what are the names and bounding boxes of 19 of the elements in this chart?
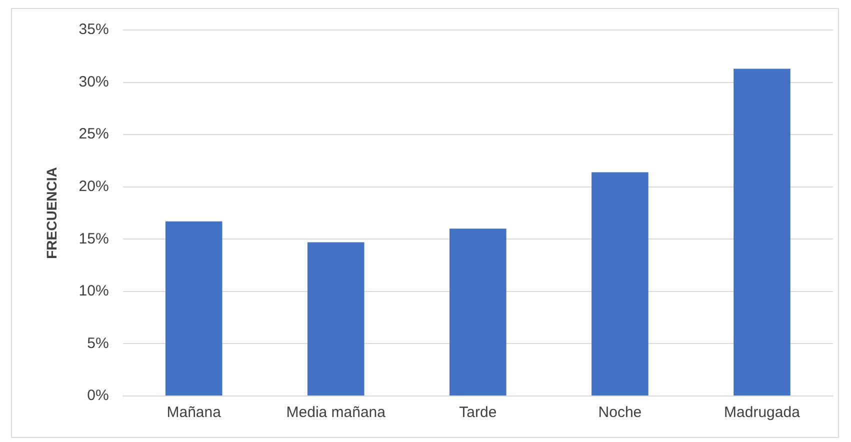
x-tick-label: Madrugada xyxy=(724,404,801,422)
x-tick-label: Mañana xyxy=(166,404,222,422)
y-tick-label: 35% xyxy=(78,21,109,38)
bar xyxy=(165,221,222,396)
y-tick-label: 20% xyxy=(78,178,109,195)
bar xyxy=(734,68,790,396)
bar xyxy=(450,228,506,396)
y-tick-label: 5% xyxy=(87,334,109,352)
y-tick-label: 0% xyxy=(87,387,109,404)
bar xyxy=(592,172,648,396)
y-tick-label: 15% xyxy=(78,230,109,248)
y-tick-label: 30% xyxy=(78,73,109,90)
x-tick-label: Media mañana xyxy=(286,404,386,422)
y-axis-title: FRECUENCIA xyxy=(43,167,60,259)
y-tick-label: 10% xyxy=(78,282,109,300)
bar xyxy=(307,242,364,396)
x-tick-label: Tarde xyxy=(459,404,497,422)
x-tick-label: Noche xyxy=(598,404,642,422)
y-tick-label: 25% xyxy=(78,126,109,143)
